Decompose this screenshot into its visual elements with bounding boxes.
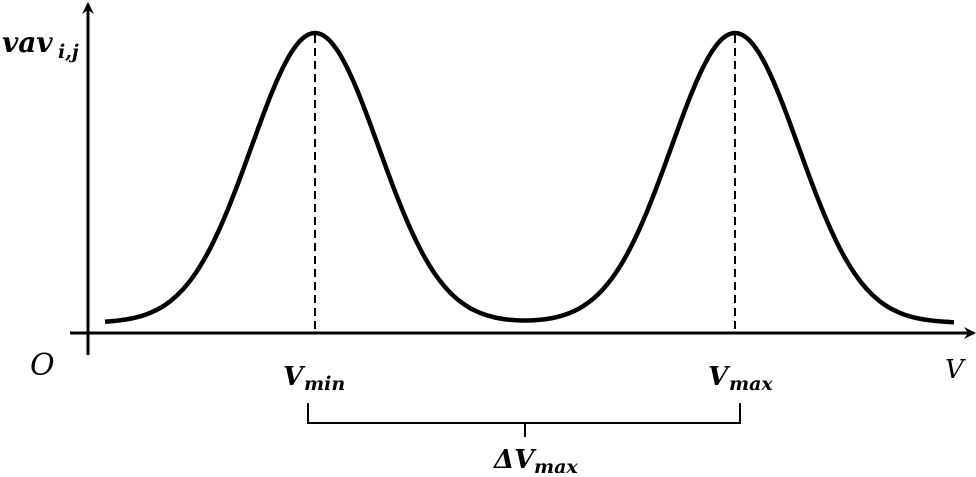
y-axis-label: vav [2, 26, 53, 59]
delta-v-max-subscript: max [534, 456, 578, 477]
x-axis-label: V [945, 355, 966, 385]
double-peak-curve [104, 30, 955, 325]
v-max-subscript: max [729, 373, 773, 395]
v-min-subscript: min [304, 373, 345, 395]
delta-v-max-label: ΔV [492, 445, 537, 475]
delta-bracket [307, 403, 741, 437]
v-max-label: V [708, 362, 731, 392]
v-min-label: V [283, 362, 306, 392]
origin-label: O [30, 348, 55, 383]
y-axis-label-subscript: i,j [58, 41, 79, 63]
